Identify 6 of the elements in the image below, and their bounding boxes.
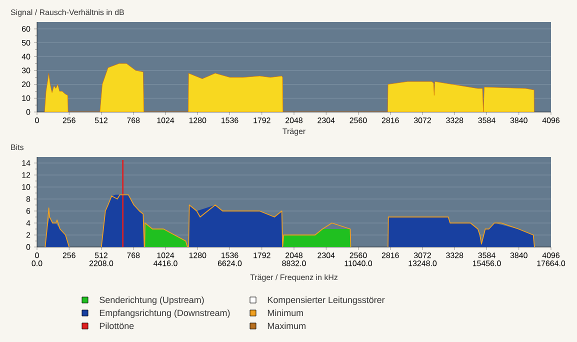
legend-label: Senderichtung (Upstream) (100, 296, 204, 305)
legend-label: Maximum (268, 322, 306, 330)
legend-label: Pilottöne (100, 322, 134, 330)
legend-label: Empfangsrichtung (Downstream) (100, 310, 230, 318)
legend-label: Kompensierter Leitungsstörer (268, 296, 385, 305)
legend-label: Minimum (268, 310, 303, 316)
